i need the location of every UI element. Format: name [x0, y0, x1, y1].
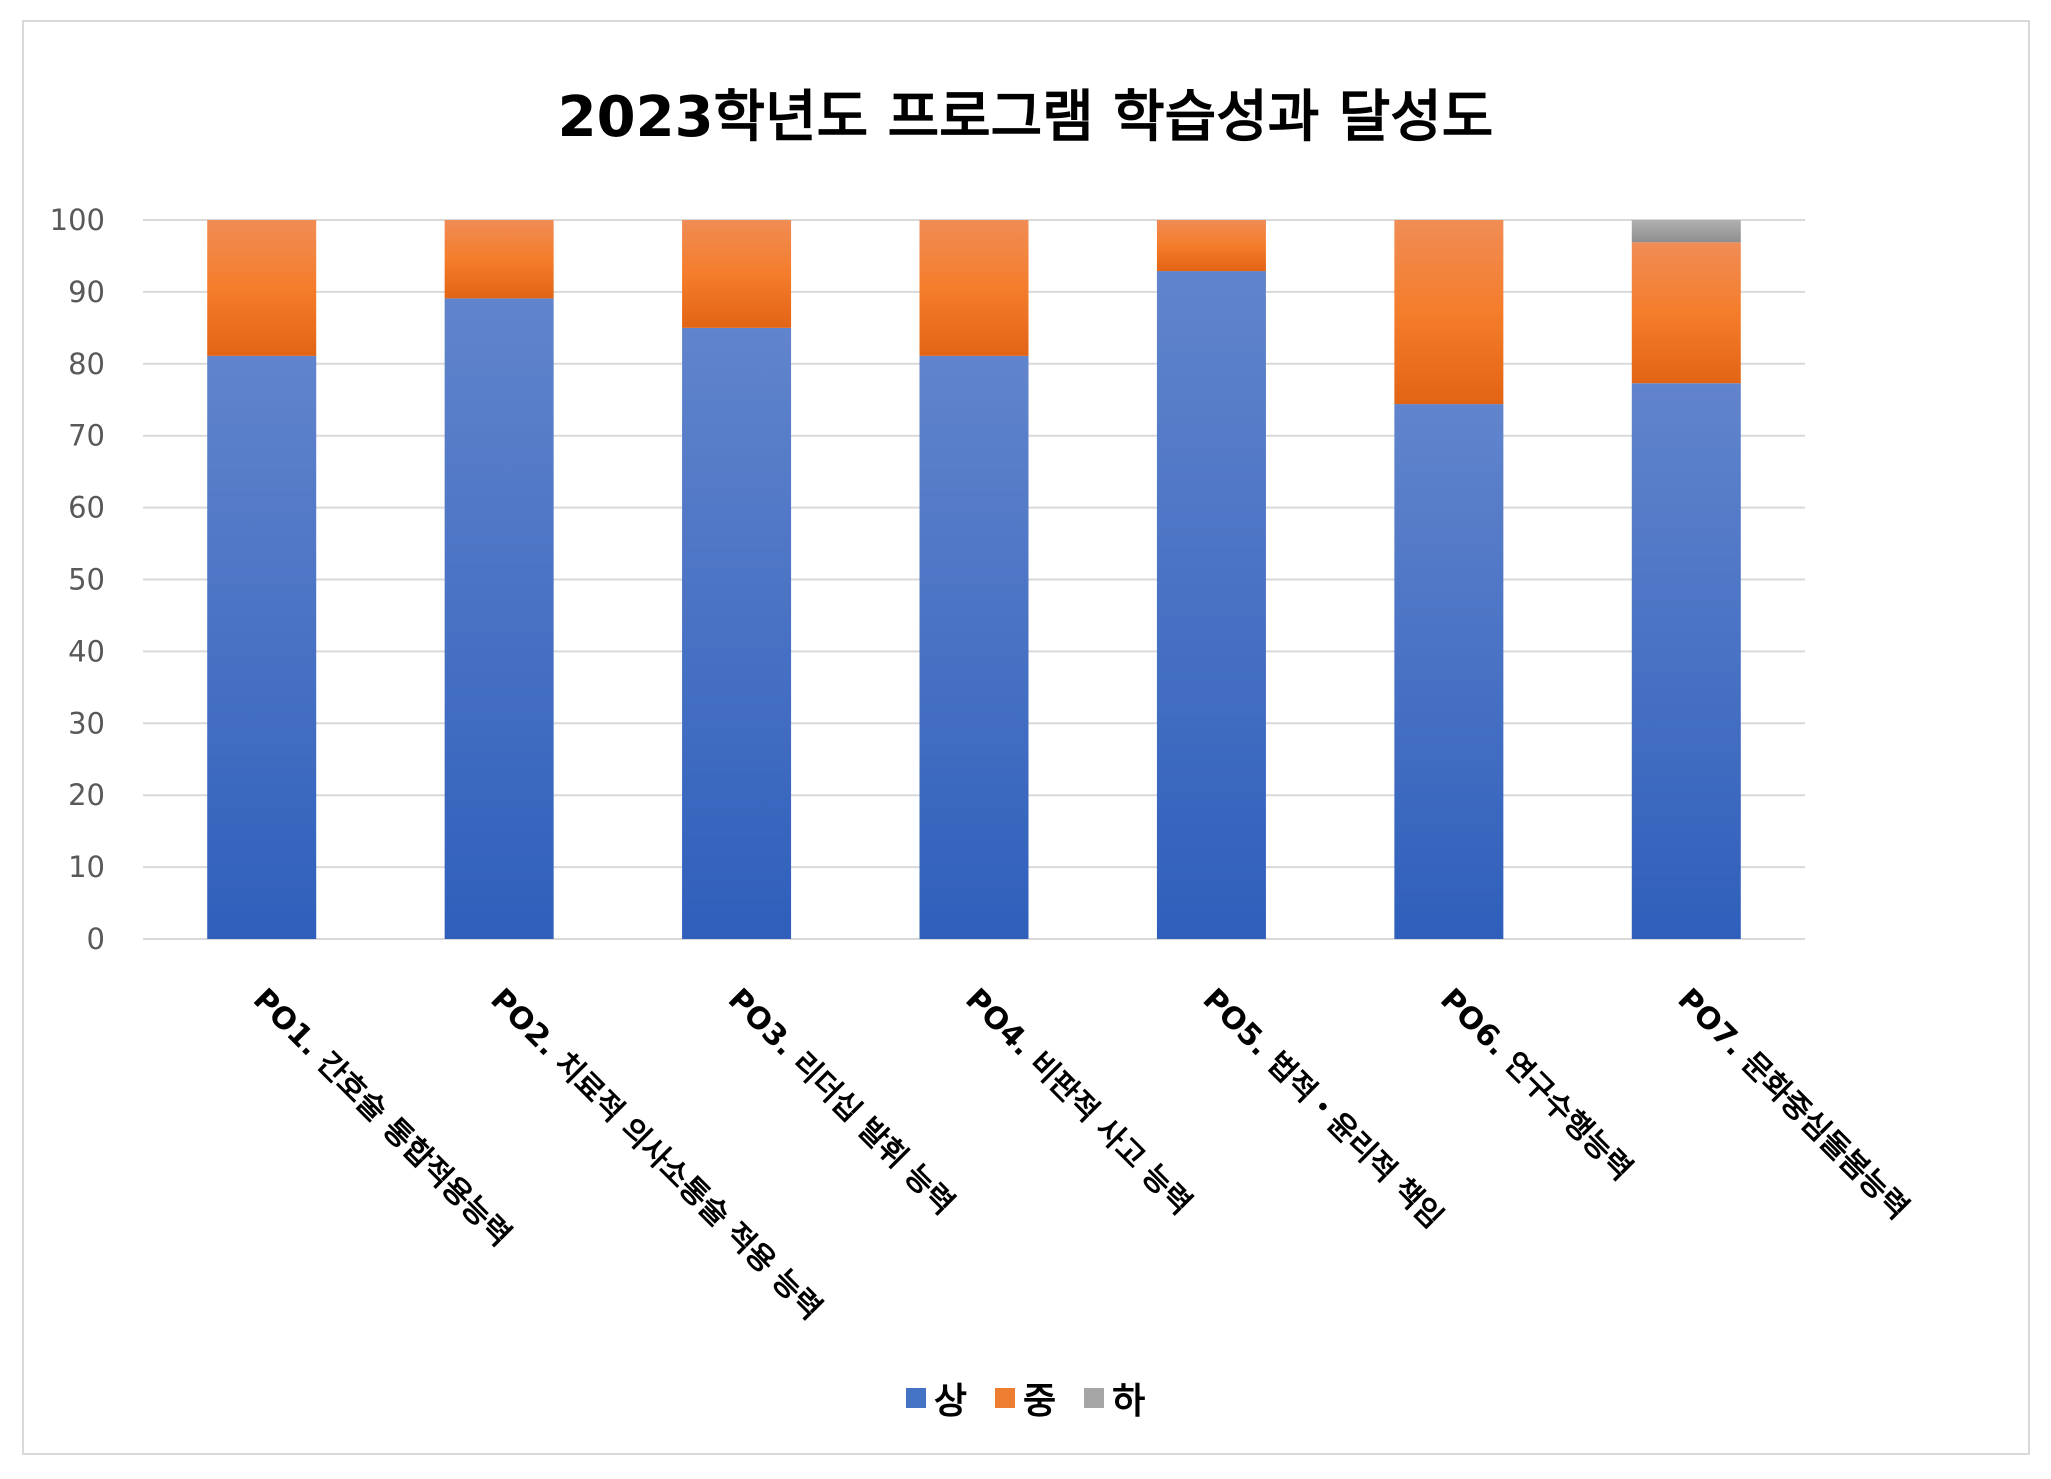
y-tick-label: 30 [68, 706, 105, 740]
bar-segment-중 [1631, 242, 1741, 384]
bar-segment-상 [682, 327, 792, 940]
legend-label: 중 [1022, 1381, 1057, 1422]
legend-label: 상 [933, 1381, 967, 1422]
y-tick-label: 50 [68, 563, 105, 597]
bar-segment-상 [1631, 383, 1741, 939]
y-tick-label: 10 [68, 850, 105, 884]
bar-segment-상 [444, 298, 554, 940]
bar-segment-중 [444, 220, 554, 299]
y-tick-label: 40 [68, 634, 105, 668]
bar-segment-중 [1156, 220, 1266, 272]
y-tick-label: 60 [68, 491, 105, 525]
bar-segment-상 [1156, 271, 1266, 939]
x-tick-label: PO7. 문화중심돌봄능력 [1671, 982, 1916, 1227]
y-tick-label: 80 [68, 347, 105, 381]
y-tick-label: 90 [68, 275, 105, 309]
chart-title: 2023학년도 프로그램 학습성과 달성도 [557, 85, 1494, 150]
legend-item: 상 [905, 1372, 967, 1424]
bar-segment-중 [1394, 220, 1504, 405]
y-tick-label: 0 [87, 922, 105, 956]
chart-frame [22, 20, 2030, 1455]
x-tick-label: PO1. 간호술 통합적용능력 [246, 982, 518, 1254]
bar-segment-중 [207, 220, 317, 356]
legend-swatch [994, 1388, 1015, 1408]
bar-segment-하 [1631, 220, 1741, 243]
bar-segment-중 [919, 220, 1029, 356]
x-tick-label: PO6. 연구수행능력 [1433, 982, 1639, 1188]
bar-segment-상 [1394, 404, 1504, 940]
bar-segment-상 [919, 355, 1029, 939]
y-tick-label: 20 [68, 778, 105, 812]
legend-swatch [905, 1388, 926, 1408]
x-tick-label: PO3. 리더십 발휘 능력 [721, 982, 961, 1222]
legend-swatch [1084, 1388, 1105, 1408]
bar-segment-중 [682, 220, 792, 328]
x-tick-label: PO5. 법적・윤리적 책임 [1196, 982, 1450, 1236]
x-tick-label: PO4. 비판적 사고 능력 [958, 982, 1198, 1222]
y-tick-label: 100 [50, 203, 105, 237]
legend-label: 하 [1112, 1381, 1146, 1422]
legend-item: 하 [1084, 1372, 1145, 1424]
legend-item: 중 [994, 1372, 1057, 1424]
y-tick-label: 70 [68, 419, 105, 453]
bar-segment-상 [207, 355, 317, 939]
